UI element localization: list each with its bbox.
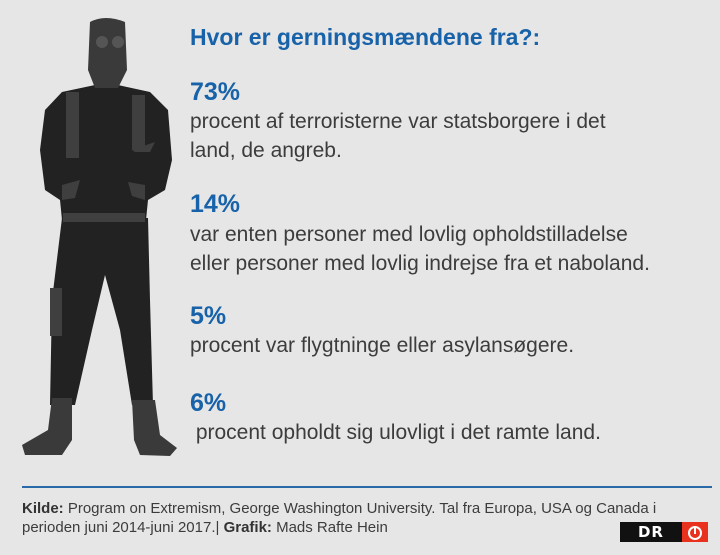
stat-text-illegal: procent opholdt sig ulovligt i det ramte… (190, 421, 601, 444)
graphic-text: Mads Rafte Hein (271, 519, 388, 536)
source-text: Program on Extremism, George Washington … (63, 500, 657, 517)
dr-eye-icon (682, 522, 708, 542)
stat-value-illegal: 6% (190, 389, 227, 417)
stat-text-residents-2: eller personer med lovlig indrejse fra e… (190, 252, 650, 275)
person-silhouette-icon (22, 18, 177, 456)
stat-value-residents: 14% (190, 190, 241, 218)
stat-text-citizens-2: land, de angreb. (190, 139, 342, 162)
page-title: Hvor er gerningsmændene fra?: (190, 24, 541, 50)
footer-source: Kilde: Program on Extremism, George Wash… (22, 500, 656, 517)
source-text-2: perioden juni 2014-juni 2017.| (22, 519, 224, 536)
stat-text-refugees: procent var flygtninge eller asylansøger… (190, 334, 575, 357)
stat-text-citizens-1: procent af terroristerne var statsborger… (190, 110, 606, 133)
stat-value-refugees: 5% (190, 302, 227, 330)
source-label: Kilde: (22, 500, 64, 517)
dr-logo-text: DR (620, 522, 682, 542)
footer-divider (22, 486, 712, 488)
graphic-label: Grafik: (223, 519, 272, 536)
stat-text-residents-1: var enten personer med lovlig opholdstil… (190, 223, 628, 246)
stat-value-citizens: 73% (190, 78, 241, 106)
dr-logo: DR (620, 522, 708, 542)
footer-credit: perioden juni 2014-juni 2017.| Grafik: M… (22, 519, 388, 536)
